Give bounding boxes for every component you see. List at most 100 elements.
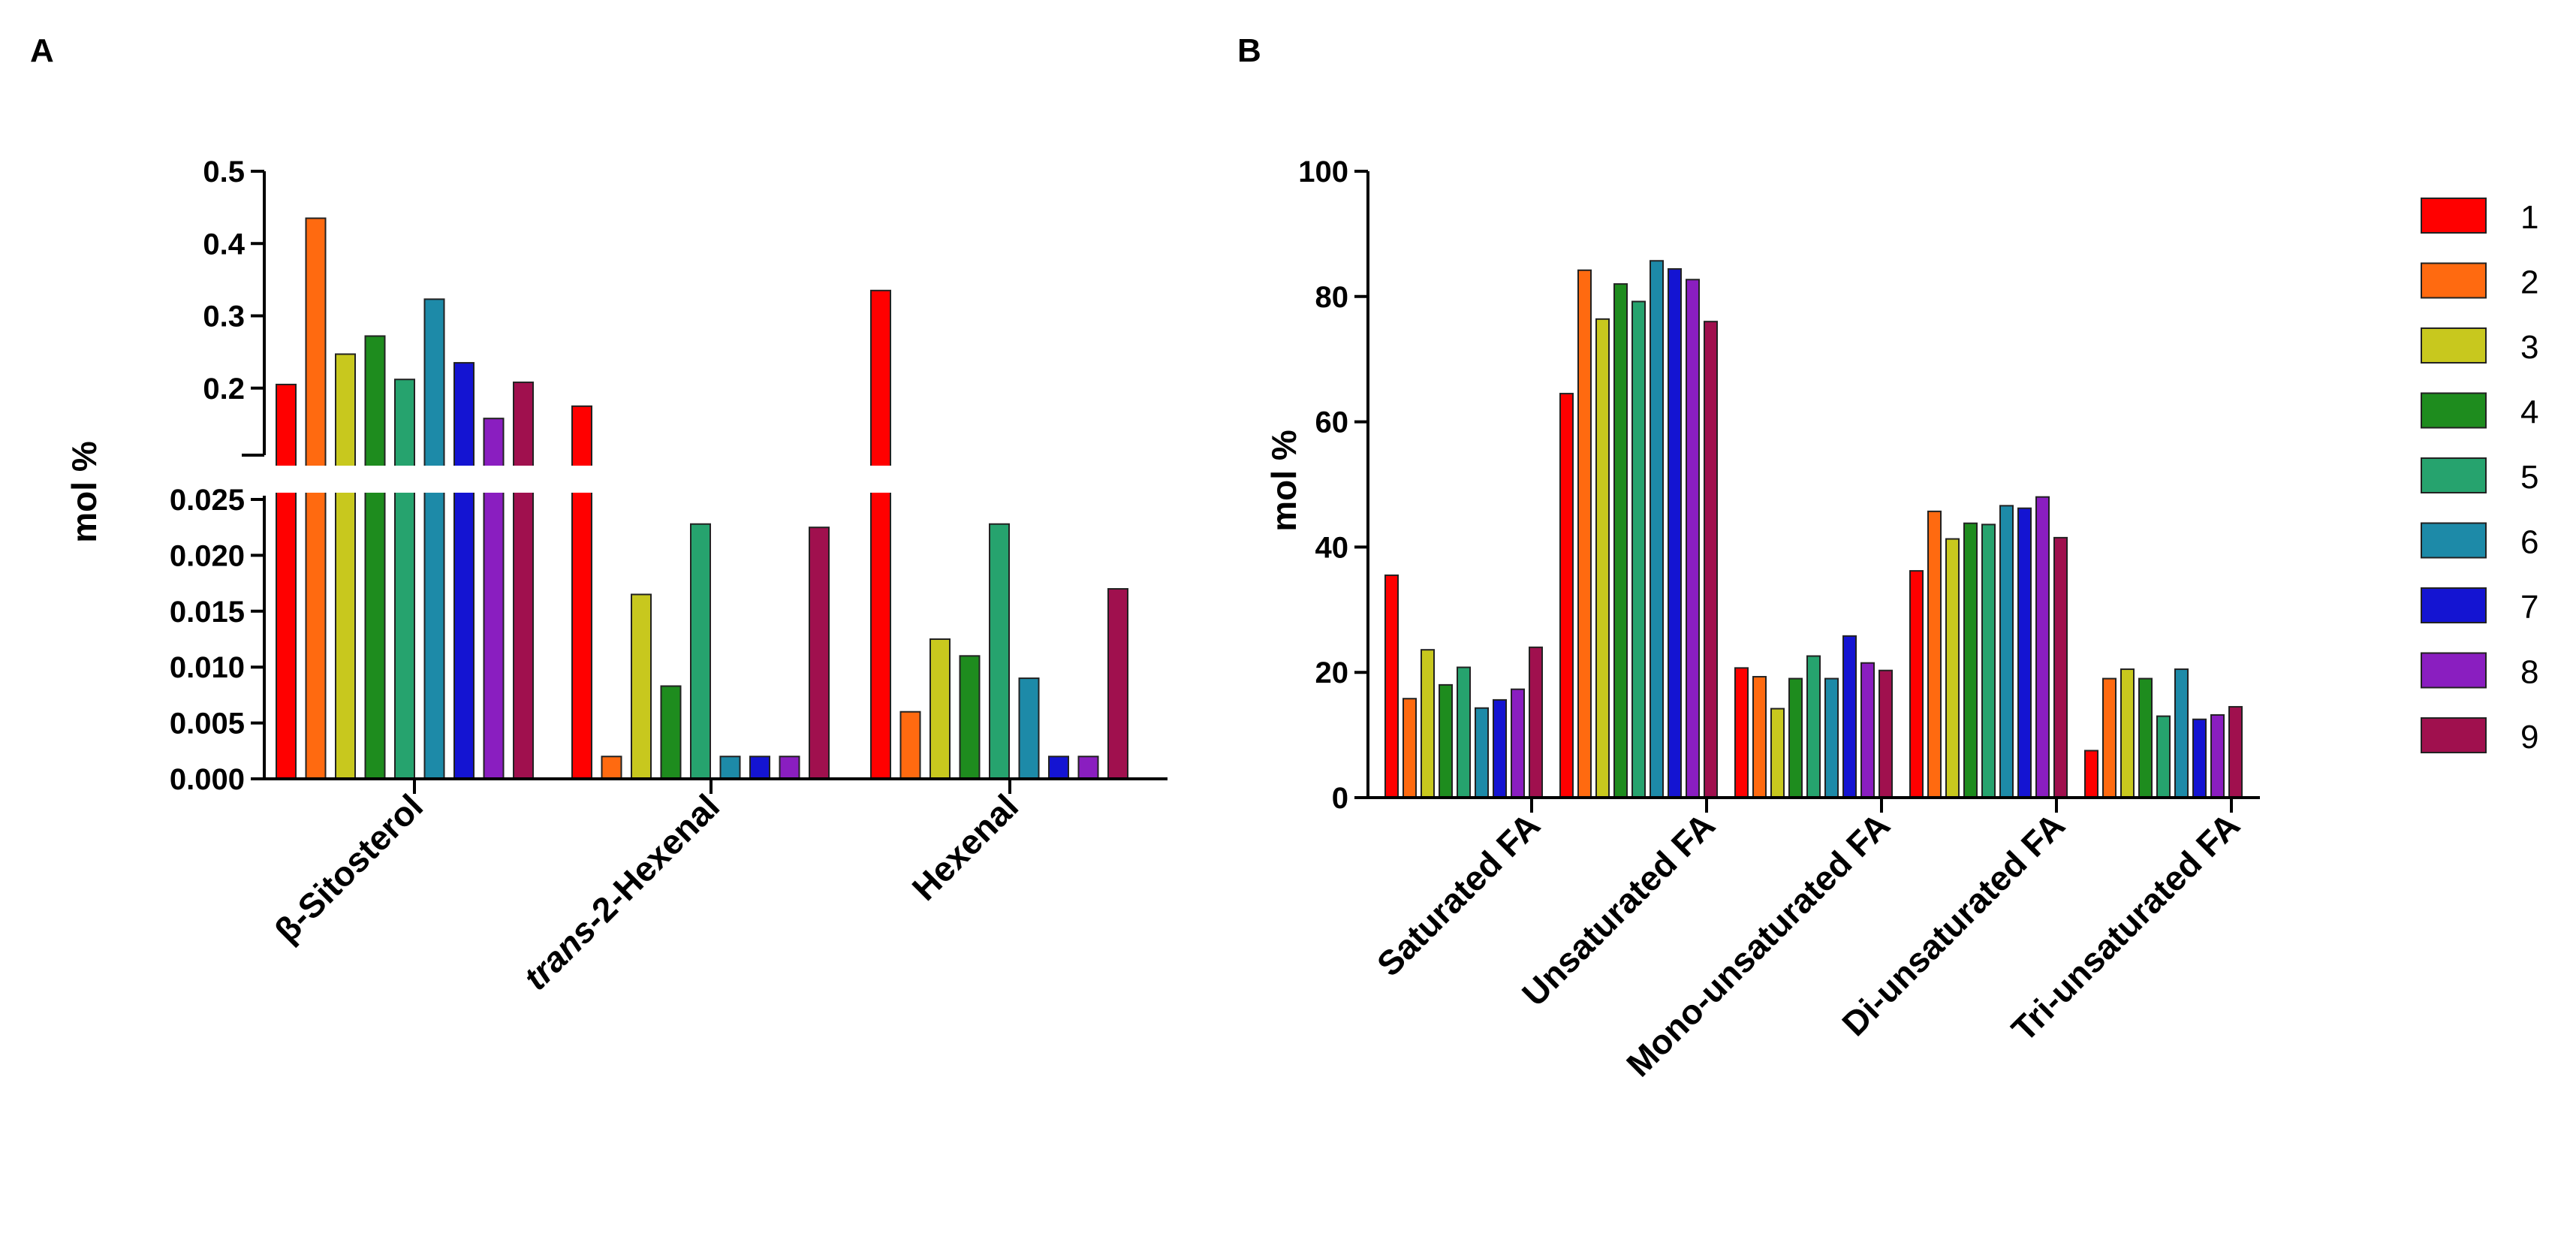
bar-b-5-series-9 [2228, 706, 2243, 799]
legend-label-7: 7 [2520, 589, 2538, 626]
bar-b-3-series-7 [1842, 635, 1857, 798]
legend-label-8: 8 [2520, 654, 2538, 691]
bar-b-1-series-1 [1384, 574, 1399, 798]
panel-a-letter: A [30, 32, 54, 69]
bar-b-2-series-3 [1595, 318, 1610, 799]
category-label-a-3: Hexenal [905, 786, 1026, 908]
bar-b-4-series-5 [1981, 523, 1996, 798]
bar-a-2-series-5 [690, 523, 711, 780]
legend-label-1: 1 [2520, 199, 2538, 236]
bar-b-2-series-8 [1686, 279, 1700, 799]
bar-a-1-series-3 [335, 353, 356, 780]
category-label-a-2: trans-2-Hexenal [516, 786, 727, 997]
legend-label-3: 3 [2520, 329, 2538, 366]
bar-b-5-series-3 [2120, 668, 2135, 799]
chart-panel-a: 0.000 0.005 0.010 0.015 0.020 0.025 0.2 0.3 0.4 0… [65, 155, 1175, 997]
axis-break-gap [242, 466, 1175, 493]
y-tick-label-b: 20 [1315, 656, 1349, 689]
legend-label-2: 2 [2520, 264, 2538, 301]
bar-b-1-series-5 [1457, 666, 1471, 799]
bar-b-3-series-9 [1879, 669, 1893, 798]
bar-b-4-series-9 [2053, 536, 2068, 798]
y-tick-label-b: 0 [1332, 782, 1348, 815]
bar-a-1-series-4 [364, 335, 386, 780]
bar-a-2-series-4 [660, 685, 682, 780]
legend-swatch-5 [2421, 457, 2487, 493]
bar-a-3-series-7 [1048, 756, 1069, 780]
bar-a-2-series-3 [631, 593, 652, 780]
legend-swatch-3 [2421, 327, 2487, 364]
panel-b-letter: B [1237, 32, 1261, 69]
legend-swatch-2 [2421, 262, 2487, 299]
legend-label-9: 9 [2520, 719, 2538, 756]
bar-b-4-series-8 [2035, 496, 2050, 798]
bar-b-3-series-8 [1860, 662, 1875, 798]
bar-a-3-series-8 [1077, 756, 1099, 780]
y-tick-label-a-lower: 0.000 [170, 763, 245, 796]
y-tick-label-a-lower: 0.020 [170, 539, 245, 572]
bar-b-2-series-2 [1577, 269, 1592, 799]
bar-a-3-series-6 [1018, 677, 1040, 780]
bar-a-1-series-6 [423, 298, 445, 780]
legend-swatch-7 [2421, 587, 2487, 623]
bar-a-3-series-1 [870, 289, 891, 780]
bar-a-1-series-1 [276, 383, 297, 780]
legend-swatch-4 [2421, 392, 2487, 429]
bar-b-5-series-6 [2174, 668, 2189, 799]
y-tick-label-a-lower: 0.025 [170, 484, 245, 517]
y-tick-label-b: 40 [1315, 531, 1349, 564]
bar-a-2-series-6 [719, 756, 741, 780]
bar-a-1-series-9 [513, 382, 534, 780]
bar-b-2-series-4 [1613, 283, 1628, 798]
legend-label-5: 5 [2520, 459, 2538, 496]
bar-b-4-series-3 [1945, 538, 1960, 798]
bar-a-2-series-7 [749, 756, 770, 780]
y-axis-title-b: mol % [1264, 430, 1303, 531]
bar-a-1-series-7 [453, 362, 475, 780]
bar-b-2-series-6 [1650, 260, 1664, 798]
bar-b-2-series-1 [1559, 393, 1574, 798]
bar-a-2-series-9 [809, 526, 830, 780]
bar-a-2-series-2 [601, 756, 622, 780]
legend-swatch-8 [2421, 652, 2487, 689]
bar-b-1-series-8 [1511, 688, 1525, 799]
legend: 1 2 3 4 5 6 7 8 9 [2421, 198, 2538, 756]
legend-swatch-1 [2421, 198, 2487, 234]
y-tick-label-b: 100 [1298, 155, 1348, 189]
category-label-a-1: β-Sitosterol [267, 786, 430, 949]
bar-b-5-series-2 [2102, 677, 2117, 798]
y-tick-label-a-upper: 0.2 [203, 373, 245, 406]
legend-swatch-6 [2421, 522, 2487, 559]
bar-b-1-series-3 [1421, 649, 1435, 799]
bar-b-4-series-1 [1909, 570, 1924, 798]
bar-a-3-series-3 [929, 638, 951, 780]
legend-label-4: 4 [2520, 394, 2538, 431]
bar-a-1-series-5 [394, 379, 415, 780]
bar-b-1-series-2 [1402, 698, 1417, 799]
y-tick-label-b: 60 [1315, 406, 1349, 439]
y-tick-label-a-lower: 0.010 [170, 651, 245, 684]
bar-b-1-series-9 [1529, 646, 1543, 799]
legend-swatch-9 [2421, 717, 2487, 753]
y-tick-label-a-upper: 0.5 [203, 155, 245, 189]
legend-label-6: 6 [2520, 524, 2538, 561]
bar-b-2-series-5 [1631, 300, 1646, 798]
bar-a-2-series-8 [779, 756, 800, 780]
bar-b-3-series-4 [1788, 677, 1803, 798]
bar-b-1-series-7 [1493, 698, 1507, 798]
y-tick-label-a-lower: 0.005 [170, 707, 245, 741]
bar-a-3-series-5 [989, 523, 1010, 780]
y-tick-label-b: 80 [1315, 281, 1349, 314]
bar-b-4-series-2 [1927, 510, 1942, 798]
bar-b-5-series-4 [2138, 677, 2153, 798]
bar-b-3-series-2 [1752, 676, 1767, 799]
y-tick-label-a-lower: 0.015 [170, 596, 245, 629]
bar-b-3-series-5 [1806, 655, 1821, 798]
bar-b-3-series-3 [1770, 707, 1785, 799]
bar-b-5-series-5 [2156, 715, 2171, 799]
bar-b-5-series-7 [2192, 718, 2207, 798]
y-axis-title-a: mol % [65, 441, 104, 542]
bar-b-5-series-8 [2210, 714, 2225, 798]
bar-b-3-series-6 [1824, 677, 1839, 798]
